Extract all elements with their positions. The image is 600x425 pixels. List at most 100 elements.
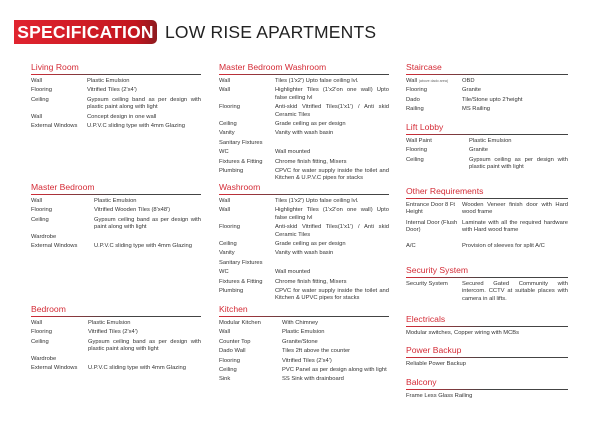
spec-label-text: Flooring (31, 329, 52, 336)
spec-label-text: Wardrobe (31, 233, 57, 240)
spec-label-text: Vanity (219, 130, 235, 137)
spec-row: Wall Tiles (1'x2') Upto false ceiling lvl… (219, 78, 389, 85)
spec-row: WC Wall mounted (219, 269, 389, 276)
spec-label: Wall (219, 329, 282, 336)
spec-rows: Security System Secured Gated Community w… (406, 281, 568, 303)
spec-row: Security System Secured Gated Community w… (406, 281, 568, 303)
spec-label-text: Flooring (31, 207, 52, 214)
spec-row: Flooring Anti-skid Vitrified Tiles(1'x1')… (219, 224, 389, 239)
spec-rows: Entrance Door 8 Ft Height Wooden Veneer f… (406, 202, 568, 250)
spec-rows: Wall Tiles (1'x2') Upto false ceiling lvl… (219, 198, 389, 303)
spec-label: Fixtures & Fitting (219, 159, 275, 166)
spec-text: Modular switches, Copper wiring with MCB… (406, 330, 520, 336)
spec-row: Ceiling Gypsum ceiling band as per design… (31, 217, 201, 232)
spec-label-text: Ceiling (31, 216, 49, 223)
spec-row: Wall Plastic Emulsion (31, 320, 201, 327)
spec-value: Granite/Stone (282, 338, 318, 345)
section-title: Bedroom (31, 304, 201, 317)
spec-value: Wooden Veneer finish door with Hard wood… (462, 202, 568, 216)
spec-value: Gypsum ceiling as per design with plasti… (469, 156, 568, 171)
spec-value: Tile/Stone upto 2'height (462, 96, 523, 103)
spec-label: Counter Top (219, 339, 282, 346)
section-title: Living Room (31, 62, 201, 75)
spec-row: Vanity Vanity with wash basin (219, 130, 389, 137)
spec-rows: Wall Paint Plastic Emulsion Flooring Granit… (406, 138, 568, 172)
page-title: LOW RISE APARTMENTS (165, 22, 377, 42)
spec-label-text: Fixtures & Fitting (219, 158, 263, 165)
spec-label: Sink (219, 376, 282, 383)
spec-row: Wardrobe (31, 234, 201, 241)
spec-label: Wardrobe (31, 234, 94, 241)
spec-label-text: Wall (31, 198, 43, 204)
spec-row: Fixtures & Fitting Chrome finish fitting,… (219, 159, 389, 166)
spec-row: Wall (above dado area) OBD (406, 78, 568, 85)
spec-row: Ceiling PVC Panel as per design along wit… (219, 367, 389, 374)
spec-value: Granite (469, 147, 489, 154)
spec-label: Entrance Door 8 Ft Height (406, 202, 462, 217)
spec-rows: Wall Plastic Emulsion Flooring Vitrified Ti… (31, 320, 201, 372)
spec-label: Flooring (406, 147, 469, 154)
section-title: Power Backup (406, 345, 568, 358)
spec-row: Flooring Vitrified Tiles (2'x4') (219, 358, 389, 365)
spec-label-text: Flooring (219, 357, 240, 364)
spec-label-text: WC (219, 269, 229, 276)
spec-label-text: A/C (406, 242, 416, 249)
spec-label: Wall (219, 198, 275, 205)
spec-row: Wall Plastic Emulsion (31, 78, 201, 85)
section-kitchen: Kitchen Modular Kitchen With Chimney Wall Pl… (219, 304, 389, 386)
spec-label: Dado (406, 97, 462, 104)
spec-label: Flooring (31, 207, 94, 214)
section-title: Master Bedroom (31, 182, 201, 195)
spec-label-text: Flooring (406, 87, 427, 94)
spec-value (94, 234, 201, 241)
spec-value: Grade ceiling as per design (275, 121, 346, 128)
spec-value: Tiles (1'x2') Upto false ceiling lvl. (275, 198, 359, 204)
spec-label: External Windows (31, 243, 94, 250)
spec-label-text: Dado Wall (219, 348, 246, 355)
spec-label-text: Ceiling (31, 338, 49, 345)
spec-label-text: Entrance Door 8 Ft Height (406, 202, 455, 216)
spec-label: Wall (219, 78, 275, 85)
spec-value: Plastic Emulsion (94, 198, 137, 204)
spec-label-text: External Windows (31, 243, 78, 250)
section-title: Master Bedroom Washroom (219, 62, 389, 75)
spec-row: External Windows U.P.V.C sliding type wit… (31, 365, 201, 372)
spec-row: External Windows U.P.V.C sliding type wit… (31, 123, 201, 130)
spec-value: Grade ceiling as per design (275, 241, 346, 248)
spec-label-text: External Windows (31, 365, 78, 372)
section-master-bedroom-washroom: Master Bedroom Washroom Wall Tiles (1'x2')… (219, 62, 389, 185)
spec-label-text: Wardrobe (31, 355, 57, 362)
spec-value: Vanity with wash basin (275, 130, 334, 137)
section-security-system: Security System Security System Secured Ga… (406, 265, 568, 305)
spec-label-text: External Windows (31, 123, 78, 130)
spec-row: Flooring Granite (406, 147, 568, 154)
spec-value: Chrome finish fitting, Mixers (275, 158, 347, 165)
section-master-bedroom: Master Bedroom Wall Plastic Emulsion Floori… (31, 182, 201, 252)
spec-label: Flooring (219, 358, 282, 365)
section-title: Other Requirements (406, 186, 568, 199)
spec-label: Wall (219, 207, 275, 222)
section-washroom: Washroom Wall Tiles (1'x2') Upto false cei… (219, 182, 389, 305)
spec-row: WC Wall mounted (219, 149, 389, 156)
spec-value: Vitrified Tiles (2'x4') (282, 357, 332, 364)
spec-row: Sanitary Fixtures (219, 140, 389, 147)
spec-row: Wall Plastic Emulsion (219, 329, 389, 336)
section-power-backup: Power Backup Reliable Power Backup (406, 345, 568, 368)
spec-label-text: Plumbing (219, 288, 244, 295)
spec-value: Vitrified Tiles (2'x4') (87, 87, 137, 94)
spec-label-text: Vanity (219, 250, 235, 257)
spec-value: Provision of sleeves for split A/C (462, 242, 545, 249)
spec-row: Vanity Vanity with wash basin (219, 250, 389, 257)
spec-row: Flooring Granite (406, 87, 568, 94)
spec-label: Wall (219, 87, 275, 102)
spec-label: Sanitary Fixtures (219, 260, 275, 267)
spec-label: Vanity (219, 130, 275, 137)
spec-label: Flooring (406, 87, 462, 94)
spec-label: Ceiling (219, 241, 275, 248)
spec-value: Vitrified Tiles (2'x4') (88, 329, 138, 336)
spec-label-text: Sanitary Fixtures (219, 259, 263, 266)
spec-row: Counter Top Granite/Stone (219, 339, 389, 346)
spec-label-text: Internal Door (Flush Door) (406, 219, 458, 234)
spec-value: Concept design in one wall (87, 113, 157, 120)
spec-row: Wall Highlighter Tiles (1'x2'on one wall)… (219, 87, 389, 102)
